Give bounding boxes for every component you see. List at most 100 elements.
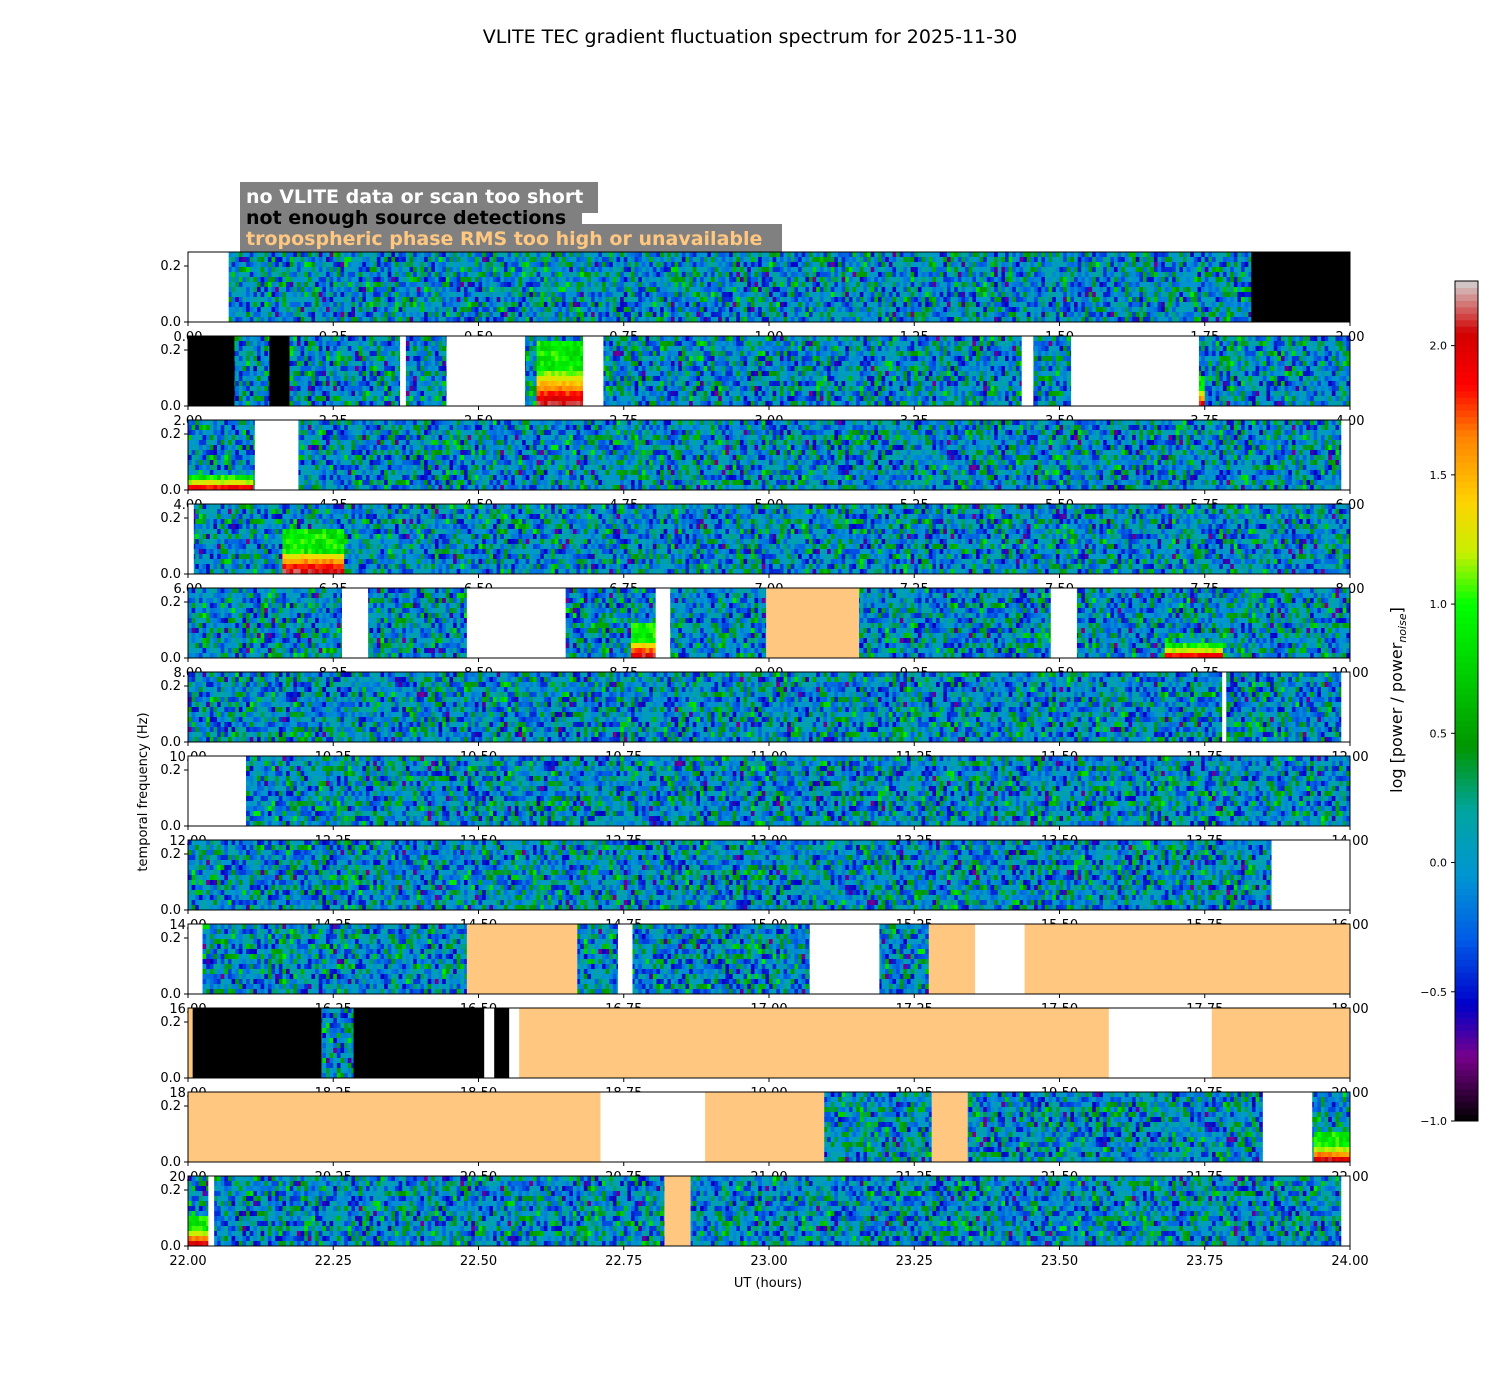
colorbar-step <box>1455 894 1478 902</box>
colorbar-step <box>1455 953 1478 960</box>
colorbar-step <box>1455 578 1478 586</box>
spectrum-data <box>565 588 657 659</box>
panel-6: 0.00.212.0012.2512.5012.7513.0013.2513.5… <box>160 755 1369 849</box>
colorbar-step <box>1455 429 1478 437</box>
spectrum-data <box>228 252 1252 323</box>
colorbar-step <box>1455 533 1478 540</box>
spectrum-data <box>188 672 1223 743</box>
status-block-trop-rms <box>1024 924 1350 994</box>
colorbar-step <box>1455 836 1478 844</box>
colorbar-step <box>1455 617 1478 624</box>
colorbar-step <box>1455 461 1478 469</box>
status-block-no-data <box>1021 336 1034 406</box>
status-block-no-data <box>655 588 671 658</box>
colorbar-step <box>1455 455 1478 463</box>
colorbar-step <box>1455 978 1478 986</box>
colorbar-step <box>1455 791 1478 799</box>
y-tick-label: 0.2 <box>160 259 181 274</box>
y-tick-label: 0.0 <box>160 315 181 330</box>
spectrum-data <box>368 588 468 659</box>
spectrum-data <box>603 336 1023 407</box>
panel-3: 0.00.26.006.256.506.757.007.257.507.758.… <box>160 503 1364 597</box>
colorbar-step <box>1455 281 1478 288</box>
colorbar-step <box>1455 810 1478 818</box>
status-block-few-detections <box>192 1008 322 1078</box>
colorbar-tick-label: 2.0 <box>1430 340 1448 353</box>
colorbar-step <box>1455 1011 1478 1019</box>
colorbar-step <box>1455 474 1478 482</box>
x-tick-label: 23.00 <box>750 1254 787 1269</box>
colorbar-step <box>1455 797 1478 805</box>
status-block-no-data <box>188 252 229 322</box>
colorbar-step <box>1455 481 1478 489</box>
colorbar-step <box>1455 720 1478 728</box>
colorbar-step <box>1455 539 1478 547</box>
y-tick-label: 0.0 <box>160 819 181 834</box>
panel-10: 0.00.220.0020.2520.5020.7521.0021.2521.5… <box>160 1091 1369 1185</box>
status-block-no-data <box>1262 1092 1313 1162</box>
colorbar-step <box>1455 565 1478 573</box>
colorbar-step <box>1455 875 1478 883</box>
spectrum-data <box>1312 1092 1351 1163</box>
status-block-trop-rms <box>188 1008 193 1078</box>
status-block-trop-rms <box>519 1008 1109 1078</box>
colorbar-label-sub: noise <box>1396 613 1409 642</box>
spectrum-data <box>214 1176 665 1247</box>
status-block-no-data <box>1341 420 1350 490</box>
status-block-no-data <box>975 924 1025 994</box>
status-block-no-data <box>254 420 299 490</box>
spectrum-data <box>670 588 767 659</box>
y-tick-label: 0.2 <box>160 343 181 358</box>
colorbar-label-main: log [power / power <box>1387 642 1406 793</box>
colorbar-step <box>1455 869 1478 876</box>
colorbar-step <box>1455 823 1478 831</box>
status-block-no-data <box>400 336 406 406</box>
y-tick-label: 0.2 <box>160 427 181 442</box>
colorbar-step <box>1455 636 1478 644</box>
colorbar-step <box>1455 352 1478 360</box>
colorbar-step <box>1455 300 1478 308</box>
colorbar-step <box>1455 293 1478 301</box>
colorbar-step <box>1455 675 1478 683</box>
colorbar-step <box>1455 1024 1478 1032</box>
status-block-no-data <box>466 588 566 658</box>
x-tick-label: 24.00 <box>1331 1254 1368 1269</box>
colorbar-step <box>1455 765 1478 773</box>
legend-entry: tropospheric phase RMS too high or unava… <box>246 228 762 250</box>
colorbar-step <box>1455 403 1478 411</box>
colorbar-step <box>1455 739 1478 747</box>
colorbar-step <box>1455 1101 1478 1109</box>
status-block-trop-rms <box>188 1092 601 1162</box>
colorbar-step <box>1455 940 1478 948</box>
colorbar-step <box>1455 287 1478 295</box>
colorbar-step <box>1455 494 1478 502</box>
y-axis-label: temporal frequency (Hz) <box>136 712 151 871</box>
status-block-no-data <box>341 588 369 658</box>
colorbar-step <box>1455 1017 1478 1025</box>
colorbar-step <box>1455 326 1478 334</box>
colorbar-step <box>1455 629 1478 637</box>
colorbar-step <box>1455 914 1478 922</box>
status-block-trop-rms <box>705 1092 825 1162</box>
colorbar-step <box>1455 959 1478 967</box>
status-block-no-data <box>1341 1176 1350 1246</box>
spectrum-data <box>1226 672 1342 743</box>
spectrum-data <box>234 336 270 407</box>
colorbar-step <box>1455 468 1478 476</box>
x-tick-label: 22.75 <box>605 1254 642 1269</box>
colorbar: −1.0 −0.5 0.0 0.5 1.0 1.5 2.0 <box>1420 280 1479 1128</box>
colorbar-step <box>1455 907 1478 915</box>
y-tick-label: 0.2 <box>160 763 181 778</box>
colorbar-step <box>1455 713 1478 721</box>
colorbar-step <box>1455 377 1478 385</box>
colorbar-step <box>1455 642 1478 650</box>
x-tick-label: 22.25 <box>315 1254 352 1269</box>
status-block-trop-rms <box>931 1092 968 1162</box>
spectrum-panels: 0.00.20.000.250.500.751.001.251.501.752.… <box>160 251 1369 1269</box>
colorbar-step <box>1455 726 1478 734</box>
spectrum-data <box>690 1176 1342 1247</box>
colorbar-tick-label: 1.5 <box>1430 469 1448 482</box>
status-block-no-data <box>188 924 203 994</box>
status-block-few-detections <box>494 1008 510 1078</box>
colorbar-step <box>1455 500 1478 508</box>
